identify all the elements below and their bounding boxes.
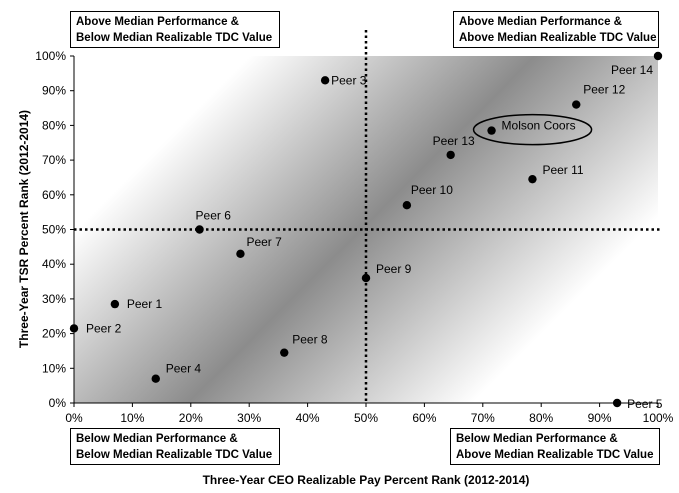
- y-tick-label: 30%: [42, 292, 66, 306]
- quadrant-top-right-line-2: Above Median Realizable TDC Value: [459, 32, 657, 44]
- point-peer-2: [69, 324, 79, 333]
- quadrant-label-top-left: Above Median Performance & Below Median …: [70, 11, 280, 48]
- y-tick-label: 20%: [42, 327, 66, 341]
- x-axis-label: Three-Year CEO Realizable Pay Percent Ra…: [203, 473, 530, 487]
- point-label-peer-1: Peer 1: [127, 297, 163, 311]
- point-peer-3: [320, 76, 330, 85]
- point-peer-1: [110, 299, 120, 309]
- point-label-peer-11: Peer 11: [542, 163, 583, 177]
- y-tick-label: 100%: [35, 49, 66, 63]
- quadrant-label-top-right: Above Median Performance & Above Median …: [453, 11, 659, 48]
- point-label-peer-2: Peer 2: [86, 321, 122, 335]
- x-tick-label: 60%: [412, 411, 436, 425]
- x-tick-label: 30%: [237, 411, 261, 425]
- y-tick-label: 80%: [42, 118, 66, 132]
- quadrant-top-left-line-2: Below Median Realizable TDC Value: [76, 32, 273, 44]
- point-peer-10: [402, 201, 412, 210]
- quadrant-label-bottom-right: Below Median Performance & Above Median …: [450, 428, 660, 465]
- data-points: Peer 1 Peer 2 Peer 3 Peer 4 Peer 5 Peer 6 Peer…: [69, 51, 663, 411]
- axes: [70, 55, 659, 407]
- y-axis-label: Three-Year TSR Percent Rank (2012-2014): [17, 110, 31, 348]
- tick-labels: 0% 10% 20% 30% 40% 50% 60% 70% 80% 90% 100% 0% 10% 20…: [35, 49, 673, 425]
- point-peer-12: [572, 100, 581, 109]
- quadrant-top-right-line-1: Above Median Performance &: [459, 16, 622, 28]
- quadrant-bottom-right-line-2: Above Median Realizable TDC Value: [456, 449, 654, 461]
- point-label-peer-13: Peer 13: [433, 134, 475, 148]
- point-peer-13: [446, 150, 455, 160]
- point-label-peer-14: Peer 14: [611, 63, 653, 77]
- point-peer-11: [528, 174, 537, 184]
- x-tick-label: 100%: [643, 411, 674, 425]
- y-tick-label: 70%: [42, 153, 66, 167]
- point-peer-7: [236, 249, 245, 258]
- y-tick-label: 40%: [42, 257, 66, 271]
- x-tick-label: 20%: [179, 411, 203, 425]
- quadrant-top-left-line-1: Above Median Performance &: [76, 16, 239, 28]
- y-tick-label: 60%: [42, 188, 66, 202]
- y-tick-label: 10%: [42, 361, 66, 375]
- point-label-peer-10: Peer 10: [411, 183, 453, 197]
- quadrant-bottom-right-line-1: Below Median Performance &: [456, 433, 618, 445]
- point-label-molson-coors: Molson Coors: [502, 119, 576, 133]
- x-tick-label: 90%: [588, 411, 612, 425]
- x-tick-label: 50%: [354, 411, 378, 425]
- quadrant-label-bottom-left: Below Median Performance & Below Median …: [70, 428, 280, 465]
- x-tick-label: 80%: [529, 411, 553, 425]
- point-peer-5: [612, 398, 622, 408]
- y-tick-label: 50%: [42, 223, 66, 237]
- point-label-peer-4: Peer 4: [166, 362, 202, 376]
- point-peer-4: [151, 374, 160, 383]
- x-tick-label: 10%: [120, 411, 144, 425]
- point-label-peer-5: Peer 5: [627, 397, 663, 411]
- molson-coors-highlight-ellipse: [472, 113, 593, 146]
- point-peer-8: [280, 348, 289, 357]
- point-label-peer-9: Peer 9: [376, 262, 412, 276]
- quadrant-bottom-left-line-1: Below Median Performance &: [76, 433, 238, 445]
- point-peer-9: [361, 273, 371, 283]
- x-tick-label: 40%: [296, 411, 320, 425]
- point-label-peer-3: Peer 3: [331, 73, 367, 87]
- point-label-peer-7: Peer 7: [246, 235, 282, 249]
- point-molson-coors: [487, 126, 496, 135]
- point-peer-6: [195, 225, 204, 234]
- point-label-peer-12: Peer 12: [583, 83, 625, 97]
- point-label-peer-6: Peer 6: [196, 209, 232, 223]
- x-tick-label: 0%: [65, 411, 83, 425]
- x-tick-label: 70%: [471, 411, 495, 425]
- quadrant-bottom-left-line-2: Below Median Realizable TDC Value: [76, 449, 273, 461]
- y-tick-label: 90%: [42, 84, 66, 98]
- point-peer-14: [653, 51, 663, 61]
- median-lines: [74, 30, 660, 403]
- point-label-peer-8: Peer 8: [292, 333, 328, 347]
- y-tick-label: 0%: [49, 396, 67, 410]
